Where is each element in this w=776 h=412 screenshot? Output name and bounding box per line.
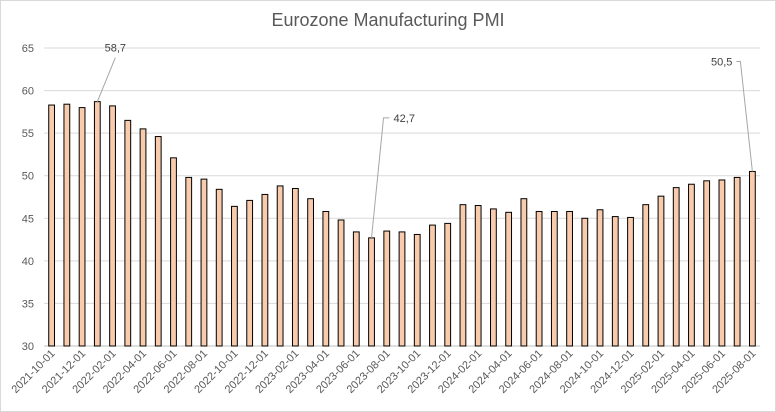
bar bbox=[718, 179, 726, 347]
bar bbox=[352, 231, 360, 347]
bar bbox=[200, 178, 208, 347]
chart-title: Eurozone Manufacturing PMI bbox=[271, 10, 505, 30]
y-tick-label: 60 bbox=[22, 86, 34, 98]
annotation-label: 42,7 bbox=[394, 113, 415, 125]
bar bbox=[459, 204, 467, 347]
bar bbox=[368, 237, 375, 347]
bar bbox=[291, 187, 299, 347]
bar bbox=[581, 217, 589, 347]
bar bbox=[429, 224, 436, 347]
bar bbox=[231, 205, 238, 347]
y-tick-label: 30 bbox=[22, 341, 34, 353]
y-tick-label: 65 bbox=[22, 43, 34, 55]
bar bbox=[48, 104, 56, 347]
bar bbox=[520, 198, 528, 347]
annotation-leader bbox=[736, 60, 753, 172]
bar bbox=[276, 185, 284, 347]
bar bbox=[672, 187, 680, 347]
y-tick-label: 40 bbox=[22, 256, 34, 268]
annotation-leader bbox=[371, 117, 390, 238]
bar bbox=[642, 204, 650, 347]
bar bbox=[185, 176, 193, 347]
bar bbox=[109, 105, 116, 347]
bar bbox=[337, 219, 345, 347]
bar bbox=[93, 101, 101, 347]
bar bbox=[550, 210, 558, 347]
y-tick-label: 35 bbox=[22, 298, 34, 310]
bar bbox=[215, 188, 223, 347]
bar bbox=[535, 210, 543, 347]
bar bbox=[246, 199, 254, 347]
y-tick-label: 50 bbox=[22, 171, 34, 183]
bar bbox=[688, 183, 695, 347]
bar bbox=[78, 107, 86, 347]
bar bbox=[398, 231, 406, 347]
bar bbox=[383, 230, 391, 347]
bar bbox=[124, 119, 132, 347]
bar bbox=[261, 193, 269, 347]
bar bbox=[748, 170, 756, 347]
bar bbox=[566, 210, 573, 347]
bar bbox=[733, 176, 741, 347]
bar bbox=[444, 222, 452, 347]
bar bbox=[474, 205, 482, 347]
bar bbox=[170, 157, 177, 347]
y-tick-label: 55 bbox=[22, 128, 34, 140]
annotation-label: 50,5 bbox=[711, 56, 732, 68]
bar bbox=[307, 198, 314, 347]
bar bbox=[611, 216, 619, 347]
bar bbox=[154, 136, 162, 347]
bar bbox=[139, 128, 147, 347]
bar bbox=[490, 208, 497, 347]
bar bbox=[322, 210, 330, 347]
bar bbox=[703, 180, 711, 347]
bar bbox=[596, 209, 604, 347]
bar bbox=[657, 195, 665, 347]
annotation-label: 58,7 bbox=[105, 43, 126, 55]
y-tick-label: 45 bbox=[22, 213, 34, 225]
bar bbox=[413, 233, 421, 347]
bar bbox=[63, 103, 71, 347]
annotation-leader bbox=[96, 57, 116, 102]
bar bbox=[627, 216, 634, 347]
bar bbox=[505, 211, 513, 347]
